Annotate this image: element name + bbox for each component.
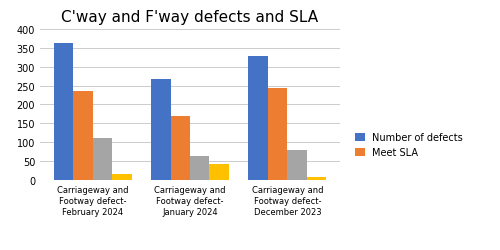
Bar xyxy=(307,178,326,180)
Bar xyxy=(54,44,73,180)
Legend: Number of defects, Meet SLA: Number of defects, Meet SLA xyxy=(355,132,463,158)
Bar xyxy=(248,57,268,180)
Text: C'way and F'way defects and SLA: C'way and F'way defects and SLA xyxy=(62,10,318,25)
Bar xyxy=(268,88,287,180)
Bar xyxy=(170,116,190,180)
Bar xyxy=(151,80,171,180)
Bar xyxy=(112,174,132,180)
Bar xyxy=(210,164,229,180)
Bar xyxy=(73,92,92,180)
Bar xyxy=(190,156,210,180)
Bar xyxy=(288,150,307,180)
Bar xyxy=(92,138,112,180)
